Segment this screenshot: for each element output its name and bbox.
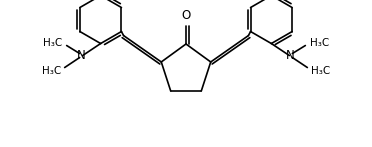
Text: N: N	[286, 49, 295, 62]
Text: H₃C: H₃C	[310, 37, 329, 47]
Text: H₃C: H₃C	[42, 66, 61, 76]
Text: H₃C: H₃C	[311, 66, 330, 76]
Text: H₃C: H₃C	[43, 37, 62, 47]
Text: O: O	[182, 9, 190, 22]
Text: N: N	[77, 49, 86, 62]
